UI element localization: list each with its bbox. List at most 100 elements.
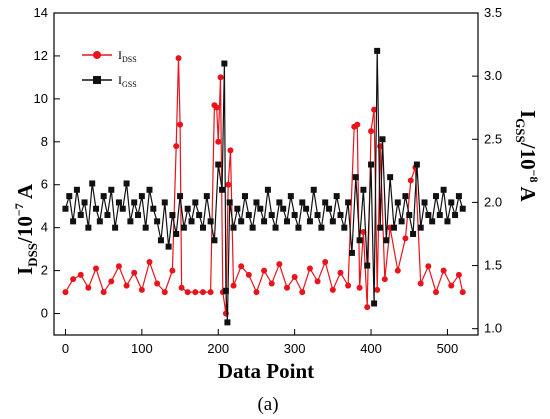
x-tick-label: 200 <box>207 341 229 356</box>
data-point <box>175 55 182 62</box>
data-point <box>224 319 231 326</box>
data-point <box>146 259 153 266</box>
data-point <box>387 174 394 181</box>
data-point <box>394 267 401 274</box>
data-point <box>230 282 237 289</box>
y-left-tick-label: 6 <box>41 177 48 192</box>
data-point <box>222 287 229 294</box>
data-point <box>177 121 184 128</box>
data-point <box>127 218 134 225</box>
data-point <box>329 286 336 293</box>
data-point <box>169 267 176 274</box>
y-left-tick-label: 12 <box>34 48 48 63</box>
data-point <box>276 261 283 268</box>
series-gss <box>62 47 466 326</box>
data-point <box>253 199 260 206</box>
y-right-tick-label: 1.0 <box>484 321 502 336</box>
data-point <box>150 205 157 212</box>
data-point <box>352 174 359 181</box>
data-point <box>221 60 228 67</box>
data-point <box>287 193 294 200</box>
data-point <box>299 199 306 206</box>
legend-marker-dss <box>93 51 101 59</box>
data-point <box>284 284 291 291</box>
data-point <box>364 262 371 269</box>
data-point <box>303 205 310 212</box>
data-point <box>217 74 224 81</box>
data-point <box>280 205 287 212</box>
y-right-tick-label: 2.0 <box>484 194 502 209</box>
data-point <box>432 289 439 296</box>
data-point <box>368 128 375 135</box>
data-point <box>268 212 275 219</box>
data-point <box>123 282 130 289</box>
data-point <box>398 218 405 225</box>
data-point <box>219 186 226 193</box>
data-point <box>157 237 164 244</box>
data-point <box>108 278 115 285</box>
data-point <box>368 161 375 168</box>
data-point <box>238 218 245 225</box>
data-point <box>119 205 126 212</box>
data-point <box>337 212 344 219</box>
data-point <box>394 199 401 206</box>
data-point <box>455 271 462 278</box>
data-point <box>291 274 298 281</box>
series-line-gss <box>64 50 464 323</box>
y-left-tick-label: 8 <box>41 134 48 149</box>
data-point <box>318 224 325 231</box>
data-point <box>379 136 386 143</box>
data-point <box>299 289 306 296</box>
data-point <box>410 230 417 237</box>
data-point <box>161 199 168 206</box>
data-point <box>459 289 466 296</box>
data-point <box>381 276 388 283</box>
data-point <box>108 186 115 193</box>
y-left-tick-label: 14 <box>34 5 48 20</box>
data-point <box>390 224 397 231</box>
series-dss <box>62 55 466 317</box>
data-point <box>333 193 340 200</box>
x-tick-label: 300 <box>284 341 306 356</box>
data-point <box>257 205 264 212</box>
x-axis-title: Data Point <box>218 359 314 383</box>
data-point <box>261 218 268 225</box>
data-point <box>188 218 195 225</box>
data-point <box>272 224 279 231</box>
data-point <box>337 269 344 276</box>
data-point <box>345 282 352 289</box>
data-point <box>215 138 222 145</box>
data-point <box>249 224 256 231</box>
data-point <box>73 186 80 193</box>
data-point <box>81 199 88 206</box>
data-point <box>374 286 381 293</box>
data-point <box>348 249 355 256</box>
data-point <box>459 205 466 212</box>
data-point <box>322 259 329 266</box>
data-point <box>135 212 142 219</box>
y-right-axis-ticks: 1.0 1.5 2.0 2.5 3.0 3.5 <box>472 5 502 336</box>
data-point <box>100 193 107 200</box>
data-point <box>154 280 161 287</box>
data-point <box>276 199 283 206</box>
data-point <box>374 47 381 54</box>
data-point <box>402 193 409 200</box>
data-point <box>452 212 459 219</box>
data-point <box>383 237 390 244</box>
data-point <box>345 199 352 206</box>
data-point <box>161 289 168 296</box>
data-point <box>173 230 180 237</box>
data-point <box>429 218 436 225</box>
data-point <box>89 180 96 187</box>
data-point <box>215 161 222 168</box>
data-point <box>85 284 92 291</box>
data-point <box>306 265 313 272</box>
data-point <box>253 289 260 296</box>
data-point <box>417 280 424 287</box>
y-left-tick-label: 0 <box>41 306 48 321</box>
plot-frame <box>53 12 479 336</box>
data-point <box>154 218 161 225</box>
series-layer <box>62 47 466 326</box>
y-left-tick-label: 4 <box>41 220 48 235</box>
